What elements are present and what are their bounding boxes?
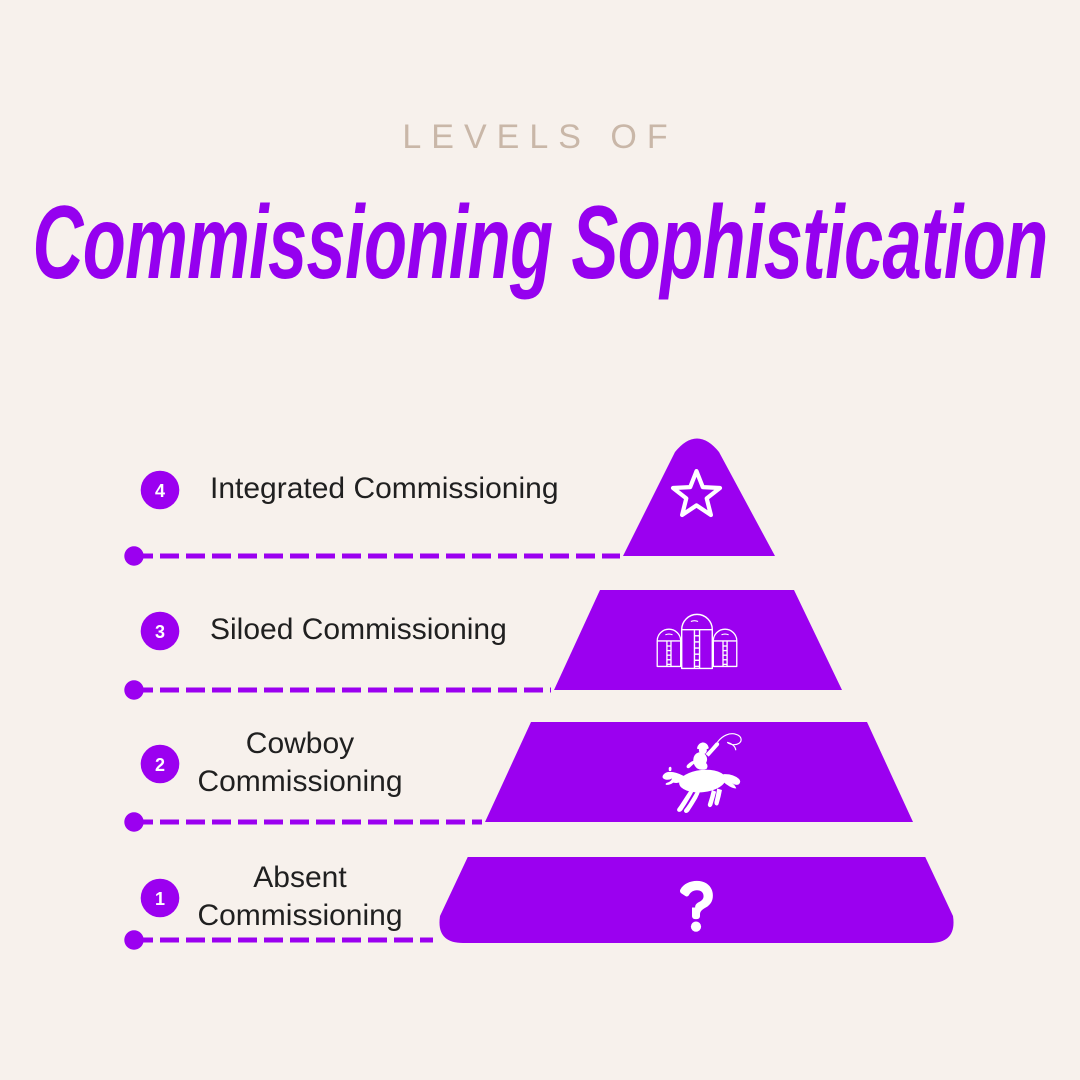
svg-text:3: 3 — [155, 622, 165, 642]
svg-text:4: 4 — [155, 481, 165, 501]
